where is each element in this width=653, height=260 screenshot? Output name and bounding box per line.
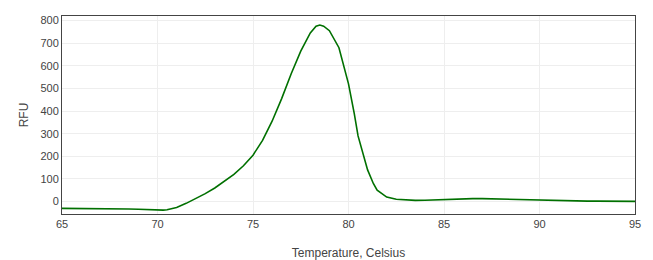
svg-text:0: 0 [53, 195, 59, 207]
svg-text:Temperature, Celsius: Temperature, Celsius [292, 246, 405, 260]
svg-text:500: 500 [40, 82, 58, 94]
svg-text:200: 200 [40, 150, 58, 162]
svg-text:400: 400 [40, 105, 58, 117]
svg-text:RFU: RFU [17, 103, 31, 128]
svg-text:85: 85 [438, 218, 450, 230]
svg-text:90: 90 [533, 218, 545, 230]
svg-text:100: 100 [40, 173, 58, 185]
svg-text:70: 70 [151, 218, 163, 230]
svg-text:75: 75 [247, 218, 259, 230]
svg-text:700: 700 [40, 37, 58, 49]
svg-text:80: 80 [342, 218, 354, 230]
svg-text:95: 95 [629, 218, 641, 230]
svg-text:65: 65 [56, 218, 68, 230]
svg-text:800: 800 [40, 14, 58, 26]
svg-text:600: 600 [40, 60, 58, 72]
svg-text:300: 300 [40, 128, 58, 140]
